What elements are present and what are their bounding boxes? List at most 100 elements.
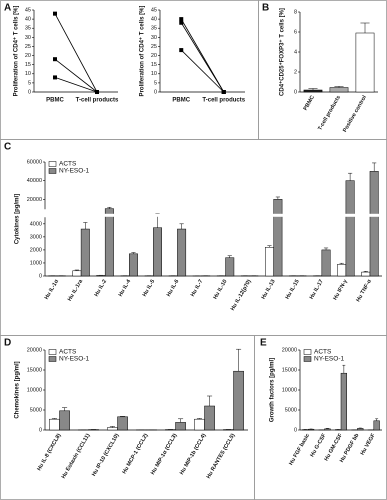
series-line [54,77,98,93]
bar [59,410,70,431]
y-tick-label: 20000 [27,197,42,203]
y-axis-label: CD4⁺CD25⁺FOXP3⁺ T cells [%] [279,8,286,96]
y-tick-label: 15 [151,62,157,68]
y-axis-label: Proliferation of CD4⁺ T cells [%] [13,6,20,97]
error-bar [83,222,88,230]
error-bar [179,223,184,230]
bar [233,370,244,431]
x-tick-label: Hu RANTES (CCL5) [206,433,237,480]
x-tick-label: T-cell products [76,98,119,104]
panel-label: A [4,3,11,14]
y-tick-label: 40 [151,17,157,23]
panel-frame [0,0,259,140]
error-bar [227,255,232,258]
legend-label: NY-ESO-1 [314,356,344,363]
bar [204,405,215,431]
y-tick-label: 5 [28,80,31,86]
bar [153,227,162,277]
error-bar [275,196,280,200]
bar [72,270,82,277]
bar [265,247,274,277]
x-tick-label: Hu IL-13 [261,279,277,301]
y-tick-label: 25 [151,44,157,50]
bar [80,228,90,277]
error-bar [236,348,242,372]
error-bar [342,364,346,374]
y-tick-label: 15000 [282,367,297,373]
y-tick-label: 6 [294,29,297,35]
y-tick-label: 2000 [30,247,42,253]
y-tick-label: 45 [25,7,31,13]
error-bar [178,418,184,423]
legend-swatch [303,356,312,362]
bar [340,372,347,431]
y-tick-label: 1000 [30,260,42,266]
error-bar [308,88,318,90]
bar [49,418,60,431]
y-tick-label: 0 [39,273,42,279]
x-tick-label: Positive control [342,94,368,133]
y-tick-label: 10000 [282,387,297,393]
bar [357,428,364,431]
x-tick-label: Hu IL-12(p70) [230,279,253,312]
marker [53,11,57,16]
marker [221,90,226,94]
x-tick-label: Hu IP-10 (CXCL10) [91,433,120,478]
y-tick-label: 0 [294,89,297,95]
y-tick-label: 20 [151,53,157,59]
y-tick-label: 45 [151,7,157,13]
bar [329,87,349,93]
y-tick-label: 10 [25,71,31,77]
y-tick-label: 3000 [30,234,42,240]
x-tick-label: Hu VEGF [360,432,377,456]
bar [129,253,138,277]
x-tick-label: Hu IL-5 [142,279,157,298]
y-tick-label: 0 [28,89,31,95]
error-bar [339,262,344,265]
error-bar [363,271,368,273]
bar [345,180,355,277]
axis-break [41,213,382,217]
x-tick-label: Hu Eotaxin (CCL11) [61,433,92,480]
error-bar [347,172,353,181]
y-tick-label: 35 [25,26,31,32]
y-tick-label: 5 [154,80,157,86]
error-bar [267,245,272,248]
bar [194,418,205,431]
marker [179,20,184,25]
x-tick-label: Hu MIP-1α (CCL3) [150,433,179,476]
y-tick-label: 15000 [27,367,42,373]
marker [95,90,99,94]
error-bar [375,418,379,421]
error-bar [196,418,202,420]
error-bar [107,206,112,209]
y-tick-label: 60000 [27,159,42,165]
x-tick-label: Hu FGF basic [288,433,311,467]
series-line [54,58,98,93]
x-tick-label: PBMC [303,95,316,112]
x-tick-label: PBMC [172,98,190,104]
y-tick-label: 20000 [282,347,297,353]
x-tick-label: Hu IFN-γ [332,278,349,301]
bar [117,416,128,431]
bar [373,420,380,431]
legend-swatch [48,349,57,355]
y-tick-label: 4 [294,49,297,55]
x-tick-label: Hu IL-17 [309,279,325,301]
legend-swatch [48,356,57,362]
legend-swatch [48,168,57,174]
x-tick-label: Hu MCP-1 (CCL2) [122,433,150,476]
error-bar [207,395,213,406]
y-tick-label: 8 [294,9,297,15]
error-bar [360,22,370,33]
bar [107,427,118,431]
marker [53,57,57,62]
y-tick-label: 35 [151,26,157,32]
marker [179,48,184,53]
x-tick-label: Hu G-CSF [309,432,328,458]
bar [324,428,331,431]
x-tick-label: Hu IL-2 [94,279,109,298]
legend-label: ACTS [59,161,77,168]
y-tick-label: 30 [25,35,31,41]
legend-label: NY-ESO-1 [59,168,89,175]
